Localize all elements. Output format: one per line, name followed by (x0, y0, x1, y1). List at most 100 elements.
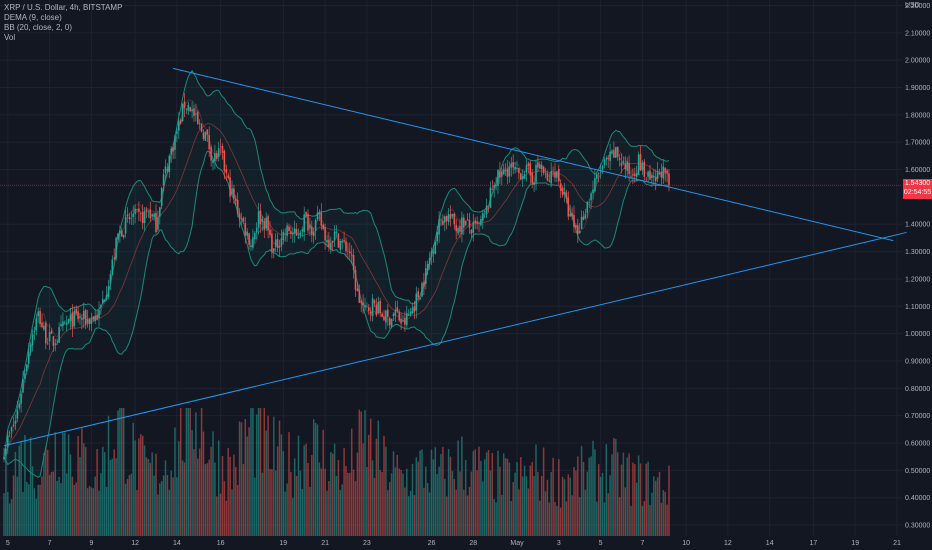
candle-body (518, 168, 520, 174)
candle-body (223, 150, 226, 172)
volume-bar (60, 482, 62, 536)
volume-bar (257, 408, 260, 536)
candle-body (58, 327, 60, 343)
price-tick-label: 1.90000 (905, 85, 930, 92)
candle-body (453, 213, 456, 225)
volume-bar (198, 448, 201, 536)
volume-bar (466, 495, 469, 536)
candle-body (550, 171, 552, 184)
candle-body (246, 231, 248, 236)
volume-bar (121, 408, 123, 536)
candle-body (649, 170, 651, 180)
candle-body (43, 325, 45, 330)
trendline-lower[interactable] (3, 231, 907, 447)
volume-bar (41, 476, 43, 536)
candle-body (278, 246, 281, 248)
volume-bar (240, 422, 243, 536)
volume-bar (102, 446, 104, 536)
volume-bar (197, 458, 199, 536)
indicator-dema-label[interactable]: DEMA (9, close) (4, 13, 62, 22)
volume-bar (381, 472, 383, 536)
candle-body (527, 163, 530, 166)
volume-bar (423, 487, 425, 536)
candle-body (179, 119, 182, 124)
volume-bar (379, 470, 381, 536)
volume-bar (88, 485, 91, 536)
volume-bar (242, 463, 245, 536)
volume-bar (246, 436, 248, 536)
volume-bar (651, 492, 653, 536)
candle-body (326, 239, 328, 243)
candle-body (381, 313, 383, 317)
volume-bar (561, 476, 564, 536)
price-tick-label: 0.40000 (905, 495, 930, 502)
time-axis[interactable]: 5 7 9 12 14 16 19 21 23 26 28 May 3 5 7 10 12 14 17 19 21 (6, 540, 901, 547)
trendline-upper[interactable] (172, 67, 894, 242)
candle-body (200, 124, 203, 132)
candle-body (533, 181, 535, 185)
indicator-vol-label[interactable]: Vol (4, 33, 16, 42)
candle-body (660, 171, 663, 178)
volume-bar (514, 472, 516, 536)
volume-bar (495, 502, 497, 536)
candle-body (632, 174, 634, 176)
volume-bar (43, 453, 45, 536)
volume-bar (457, 440, 459, 536)
candle-body (41, 322, 43, 328)
candle-body (157, 217, 159, 230)
candle-body (567, 197, 570, 217)
volume-bar (463, 489, 465, 536)
candle-body (132, 213, 134, 217)
candle-body (286, 225, 288, 236)
candle-body (27, 351, 30, 364)
trendlines[interactable] (3, 67, 907, 447)
candle-body (309, 224, 311, 229)
time-tick-label: 12 (724, 540, 732, 547)
candle-body (155, 212, 157, 233)
candle-body (314, 219, 317, 231)
volume-bar (94, 476, 96, 536)
volume-bar (331, 453, 334, 536)
candle-body (60, 324, 62, 327)
candle-body (280, 238, 283, 246)
candle-body (96, 314, 98, 320)
current-price-value: 1.54300 (904, 180, 931, 187)
volume-bar (413, 495, 416, 536)
candle-body (356, 288, 359, 292)
candle-body (235, 198, 237, 201)
price-axis[interactable]: 2.20000 2.10000 2.00000 1.90000 1.80000 1.700… (905, 3, 930, 530)
candle-body (466, 219, 469, 220)
volume-bar (212, 431, 214, 536)
candle-body (185, 108, 188, 110)
bar-countdown: 02:54:55 (903, 189, 932, 196)
volume-bar (335, 476, 338, 536)
volume-bar (128, 475, 131, 536)
candle-body (214, 153, 216, 162)
candle-body (212, 159, 214, 164)
volume-bar (318, 462, 321, 536)
volume-bar (33, 488, 36, 536)
candle-body (565, 192, 568, 199)
candle-body (413, 306, 416, 312)
volume-bars (3, 408, 670, 536)
volume-bar (54, 432, 57, 536)
volume-bar (231, 489, 233, 536)
candle-body (419, 297, 421, 300)
candle-body (24, 373, 26, 379)
volume-bar (438, 466, 440, 536)
volume-bar (216, 496, 218, 536)
volume-bar (398, 468, 400, 536)
indicator-bb-label[interactable]: BB (20, close, 2, 0) (4, 23, 73, 32)
candle-body (65, 323, 68, 325)
candle-body (582, 216, 585, 221)
candle-body (398, 311, 400, 321)
candle-body (430, 250, 433, 257)
candle-body (620, 162, 623, 166)
candle-body (202, 132, 205, 139)
volume-bar (649, 505, 651, 536)
volume-bar (311, 455, 313, 536)
volume-bar (586, 471, 589, 536)
currency-label[interactable]: USD (905, 2, 920, 9)
symbol-title[interactable]: XRP / U.S. Dollar, 4h, BITSTAMP (4, 3, 123, 12)
